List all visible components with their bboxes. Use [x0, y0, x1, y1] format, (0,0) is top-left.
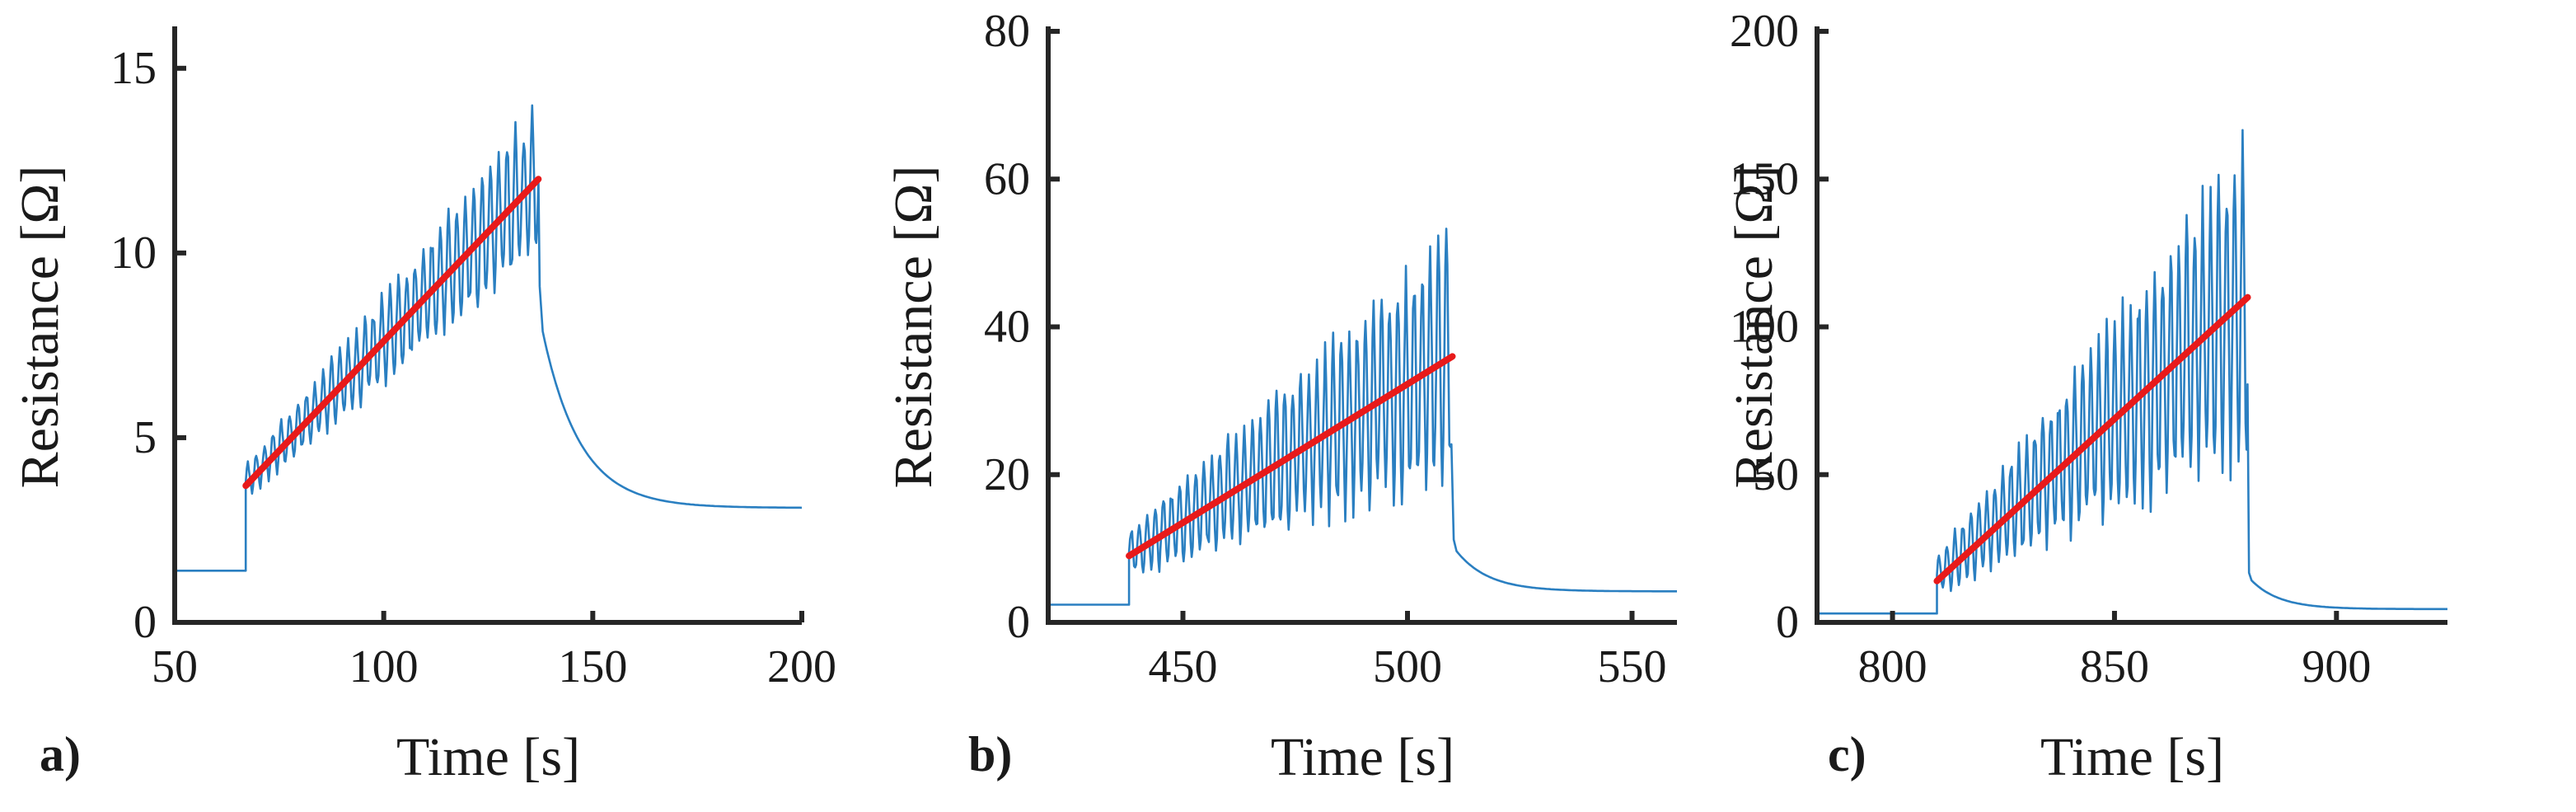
x-tick-label: 50: [152, 641, 198, 692]
y-axis-title: Resistance [Ω]: [883, 166, 944, 489]
x-tick-label: 550: [1598, 641, 1667, 692]
y-tick-label: 80: [984, 6, 1030, 57]
x-tick-label: 500: [1373, 641, 1442, 692]
chart-panel-c: 0 50 100 150 200 800 850 900 Time [s] Resistance …: [1724, 6, 2447, 787]
y-tick-label: 150: [1730, 153, 1799, 204]
resistance-series-line: [1048, 228, 1677, 606]
y-axis-title: Resistance [Ω]: [10, 166, 70, 489]
y-tick-label: 0: [1776, 597, 1799, 648]
x-axis-title: Time [s]: [396, 727, 580, 787]
panel-label: c): [1828, 727, 1866, 781]
y-tick-label: 50: [1753, 449, 1799, 500]
resistance-series-line: [1817, 129, 2447, 615]
y-tick-label: 0: [1007, 597, 1030, 648]
y-tick-label: 200: [1730, 6, 1799, 57]
x-tick-label: 850: [2080, 641, 2149, 692]
x-axis-title: Time [s]: [2040, 727, 2224, 787]
y-axis-title: Resistance [Ω]: [1724, 166, 1784, 489]
x-axis-title: Time [s]: [1271, 727, 1454, 787]
x-tick-label: 800: [1858, 641, 1927, 692]
linear-fit-line: [242, 176, 542, 490]
panel-label: a): [40, 727, 81, 781]
linear-fit-line: [1126, 353, 1456, 560]
x-tick-label: 100: [349, 641, 419, 692]
y-tick-label: 40: [984, 302, 1030, 353]
y-tick-label: 10: [110, 228, 157, 279]
y-tick-label: 20: [984, 449, 1030, 500]
x-tick-label: 900: [2302, 641, 2371, 692]
x-tick-label: 200: [767, 641, 836, 692]
chart-panel-b: 0 20 40 60 80 450 500 550 Time [s] Resistance [Ω]…: [883, 6, 1677, 787]
y-tick-label: 60: [984, 153, 1030, 204]
x-tick-label: 450: [1149, 641, 1218, 692]
resistance-series-line: [175, 104, 803, 572]
chart-panel-a: 0 5 10 15 50 100 150 200 Time [s] Resistance [Ω] a…: [10, 26, 836, 787]
y-tick-label: 100: [1730, 302, 1799, 353]
y-tick-label: 5: [133, 412, 157, 463]
panel-label: b): [968, 727, 1012, 781]
y-tick-label: 0: [133, 597, 157, 648]
y-tick-label: 15: [110, 43, 157, 94]
linear-fit-line: [1933, 293, 2251, 584]
x-tick-label: 150: [558, 641, 627, 692]
